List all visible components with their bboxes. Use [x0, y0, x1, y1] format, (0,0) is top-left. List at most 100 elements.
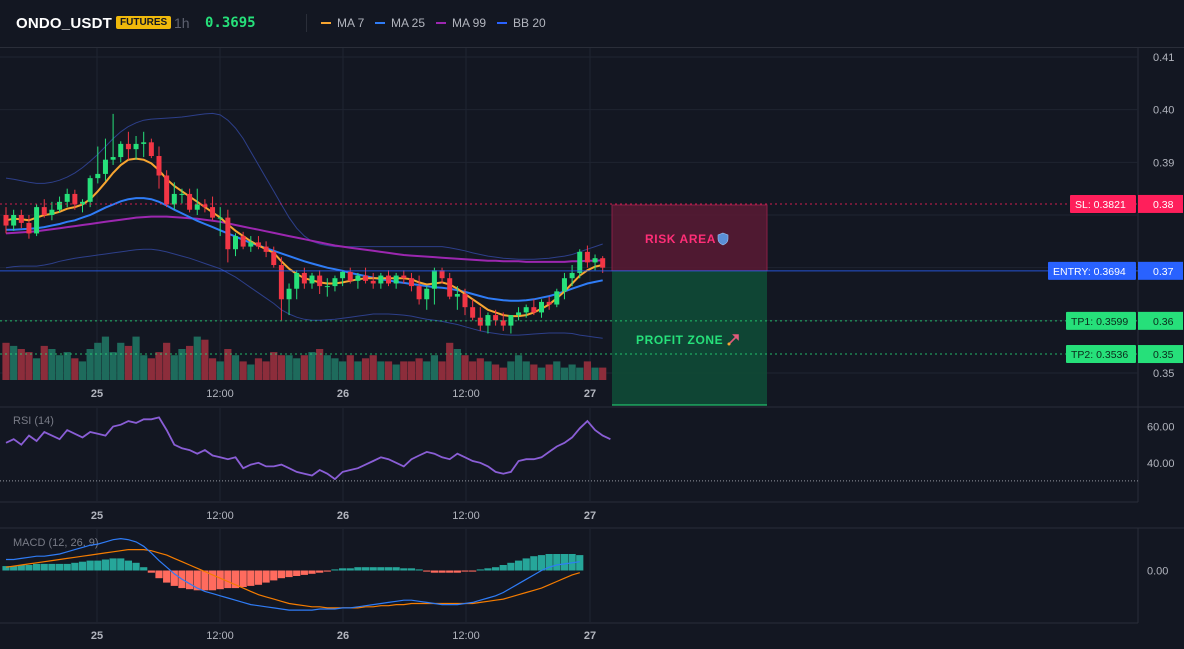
volume-bar: [599, 367, 607, 380]
candle-body: [95, 173, 101, 179]
rsi-tick: 40.00: [1147, 458, 1175, 470]
tp2-tag-label: TP2: 0.3536: [1071, 349, 1128, 361]
candle-body: [584, 251, 590, 263]
volume-bar: [339, 361, 347, 380]
volume-bar: [514, 355, 523, 380]
risk-area-box[interactable]: [611, 204, 768, 272]
moving-averages: [5, 157, 603, 318]
volume-bar: [377, 361, 385, 380]
macd-hist-bar: [384, 567, 393, 571]
macd-hist-bar: [430, 570, 438, 573]
macd-pane[interactable]: MACD (12, 26, 9) 0.00: [2, 537, 1168, 611]
candle-body: [179, 193, 185, 195]
candle-body: [577, 251, 583, 273]
volume-bar: [576, 367, 584, 380]
candle-body: [539, 301, 544, 313]
volume-bar: [392, 364, 400, 380]
rsi-pane[interactable]: RSI (14) 60.00 40.00: [0, 415, 1175, 482]
macd-hist-bar: [86, 560, 94, 571]
candle-body: [118, 143, 124, 158]
macd-hist-bar: [407, 568, 416, 571]
volume-bar: [55, 355, 64, 380]
volume-bar: [331, 358, 339, 380]
price-axis[interactable]: 0.41 0.40 0.39 0.35: [1153, 52, 1174, 380]
candle-body: [286, 288, 292, 300]
volume-bar: [224, 349, 232, 380]
macd-hist-bar: [25, 565, 33, 571]
macd-hist-bar: [346, 568, 354, 571]
candle-body: [569, 272, 575, 279]
volume-bar: [170, 355, 178, 380]
tp1-tag-label: TP1: 0.3599: [1071, 316, 1128, 328]
profit-zone-box[interactable]: [612, 270, 767, 405]
volume-bar: [63, 352, 71, 380]
volume-bar: [247, 364, 255, 380]
candle-body: [439, 270, 445, 279]
time-tick: 26: [337, 388, 349, 400]
volume-bar: [499, 367, 507, 380]
volume-bar: [553, 361, 561, 380]
candle-body: [309, 275, 315, 284]
time-axes[interactable]: 25 12:00 26 12:00 27 25 12:00 26 12:00 27 25 12:00 2…: [91, 388, 596, 642]
time-tick: 12:00: [206, 388, 234, 400]
candle-body: [424, 288, 430, 300]
volume-bar: [423, 361, 431, 380]
macd-hist-bar: [124, 560, 132, 571]
volume-bar: [78, 361, 87, 380]
macd-hist-bar: [33, 563, 41, 571]
candle-body: [271, 251, 277, 266]
macd-hist-bar: [377, 567, 385, 571]
candle-body: [125, 143, 131, 150]
macd-hist-bar: [507, 562, 515, 571]
candle-body: [378, 275, 384, 284]
volume-bar: [117, 342, 125, 380]
macd-hist-bar: [484, 568, 492, 571]
macd-hist-bar: [576, 555, 584, 571]
candle-body: [233, 236, 238, 250]
volume-bar: [453, 349, 461, 380]
legend-label: BB 20: [513, 16, 546, 30]
timeframe-selector[interactable]: 1h: [174, 15, 190, 31]
tp2-axis-tag: [1138, 345, 1183, 364]
macd-hist-bar: [254, 570, 263, 585]
rsi-title: RSI (14): [13, 415, 54, 427]
volume-bar: [469, 361, 477, 380]
time-tick: 12:00: [452, 510, 480, 522]
candle-body: [3, 215, 9, 226]
volume-bar: [430, 355, 438, 380]
entry-tag: [1048, 261, 1136, 280]
candle-body: [225, 217, 231, 250]
candle-body: [240, 236, 246, 247]
time-tick: 27: [584, 510, 596, 522]
candle-body: [80, 201, 85, 205]
legend-bb20[interactable]: BB 20: [497, 16, 546, 30]
time-tick: 12:00: [206, 510, 234, 522]
volume-bar: [583, 361, 591, 380]
volume-bar: [155, 352, 163, 380]
volume-bar: [476, 358, 484, 380]
macd-hist-bar: [522, 558, 530, 571]
time-tick: 12:00: [206, 630, 234, 642]
macd-hist-bar: [17, 565, 25, 571]
bb20-swatch: [497, 22, 507, 24]
volume-bar: [147, 358, 155, 380]
macd-hist-bar: [285, 570, 293, 578]
symbol-name[interactable]: ONDO_USDT: [16, 15, 112, 32]
legend-ma25[interactable]: MA 25: [375, 16, 425, 30]
macd-hist-bar: [63, 563, 71, 571]
candle-body: [141, 142, 147, 144]
candle-body: [210, 207, 216, 218]
macd-hist-bar: [331, 569, 339, 571]
legend-ma99[interactable]: MA 99: [436, 16, 486, 30]
volume-bar: [446, 342, 454, 380]
entry-axis-tag: [1138, 261, 1183, 280]
macd-hist-bar: [354, 567, 362, 571]
tp1-tag: [1066, 311, 1136, 330]
legend-ma7[interactable]: MA 7: [321, 16, 364, 30]
volume-bar: [94, 342, 102, 380]
volume-bar: [71, 358, 79, 380]
candle-body: [202, 204, 208, 208]
profit-zone-label: PROFIT ZONE: [636, 333, 723, 347]
candle-body: [386, 275, 391, 284]
